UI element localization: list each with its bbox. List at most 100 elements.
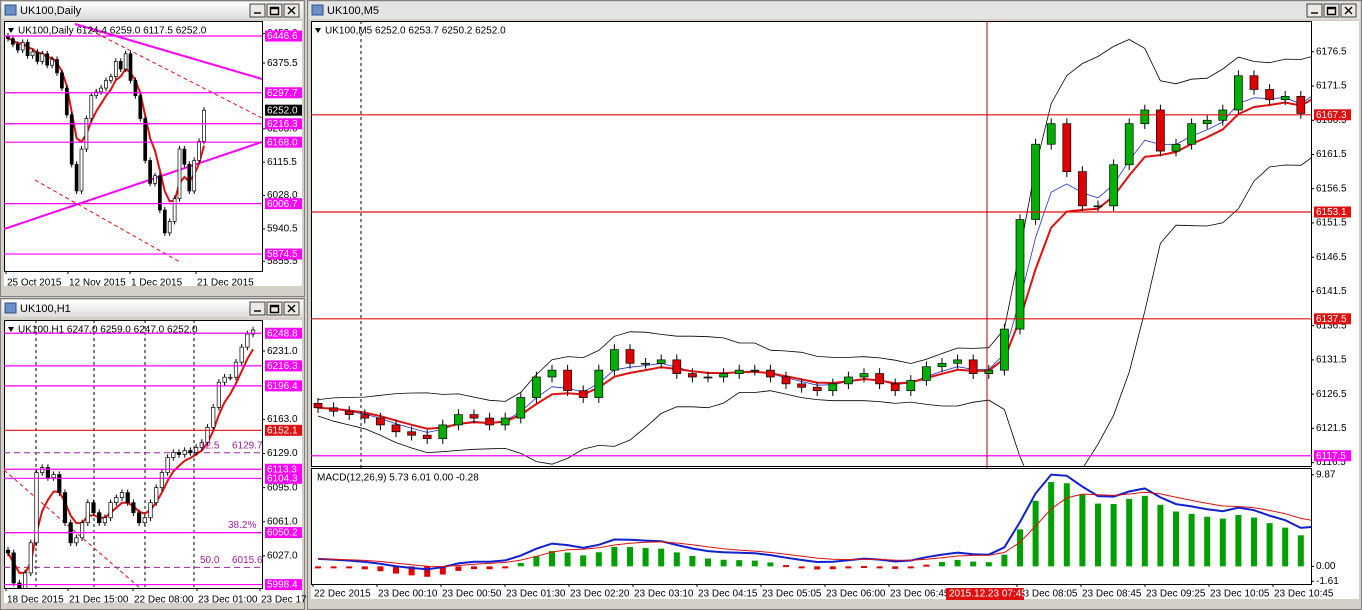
signal-line	[317, 491, 1311, 568]
candle	[123, 53, 128, 70]
y-tick-label: 6126.5	[1316, 389, 1347, 400]
candle	[159, 472, 164, 488]
macd-histogram	[1219, 518, 1226, 567]
y-tick-label: 6131.5	[1316, 355, 1347, 366]
level-tag	[265, 30, 302, 42]
candle	[625, 349, 635, 364]
y-tick-label: 5940.5	[267, 224, 298, 235]
level-label: 6196.4	[267, 381, 298, 392]
channel-line	[89, 29, 262, 119]
macd-histogram	[1017, 529, 1023, 567]
window-title: UK100,M5	[327, 5, 379, 17]
level-label: 6297.7	[267, 88, 298, 99]
candle	[641, 362, 650, 365]
close-glyph	[1344, 6, 1353, 15]
macd-histogram	[315, 566, 321, 569]
candle	[1296, 95, 1306, 114]
x-tick-label: 23 Dec 03:10	[634, 589, 694, 600]
level-label: 6104.3	[267, 473, 298, 484]
maximize-glyph	[269, 6, 280, 16]
candle	[51, 474, 56, 478]
level-tag	[265, 360, 302, 372]
window-title: UK100,H1	[20, 303, 71, 315]
macd-histogram	[1079, 494, 1086, 567]
candle	[119, 492, 125, 499]
candle	[828, 383, 838, 392]
candle	[199, 442, 204, 448]
candle	[28, 542, 33, 574]
maximize-glyph	[269, 304, 280, 314]
level-label: 6050.2	[267, 528, 298, 539]
candle	[23, 572, 28, 588]
candle	[194, 447, 199, 453]
candle	[188, 450, 193, 453]
level-tag	[1314, 313, 1351, 325]
x-tick-label: 23 Dec 08:05	[1018, 589, 1078, 600]
candle	[937, 362, 947, 368]
y-tick-label: 6151.5	[1316, 218, 1347, 229]
candle	[344, 410, 354, 416]
macd-histogram	[673, 552, 680, 567]
x-tick-label: 23 Dec 17	[261, 595, 307, 606]
chart-window: UK100,M5 6176.5 6171.5 6166.5 6161.5 6156.5 61…	[307, 0, 1362, 610]
x-tick-label: 1 Dec 2015	[131, 278, 183, 289]
fib-price: 6015.6	[232, 555, 263, 566]
candle	[131, 502, 136, 514]
candle	[610, 349, 619, 371]
chart-info: UK100,H1 6247.0 6259.0 6247.0 6252.0	[18, 325, 198, 336]
level-tag	[265, 527, 302, 539]
y-tick-label: 6166.5	[1316, 115, 1347, 126]
y-tick-label: 6116.5	[1316, 457, 1346, 468]
close-glyph	[287, 304, 296, 313]
candle	[766, 369, 775, 378]
level-label: 6216.3	[267, 361, 298, 372]
candle	[74, 163, 79, 192]
moving-average	[7, 348, 254, 574]
minimize-button[interactable]	[249, 3, 266, 18]
candle	[187, 163, 192, 192]
window-icon	[311, 4, 324, 16]
y-tick-label: 5855.5	[267, 256, 298, 267]
candle	[329, 407, 338, 412]
candle	[719, 373, 728, 378]
macd-histogram	[627, 547, 633, 567]
candle	[35, 51, 40, 62]
macd-histogram	[783, 565, 789, 568]
candle	[734, 369, 744, 374]
level-label: 5998.4	[267, 580, 298, 591]
y-tick-label: 6156.5	[1316, 183, 1347, 194]
y-tick-label: 6375.5	[267, 58, 298, 69]
y-tick-label: 6231.0	[267, 346, 298, 357]
macd-histogram	[471, 566, 477, 570]
candle	[578, 390, 588, 398]
title-bar	[309, 2, 1360, 19]
macd-histogram	[1095, 503, 1101, 567]
x-tick-label: 25 Oct 2015	[7, 278, 62, 289]
macd-histogram	[439, 566, 446, 575]
candle	[251, 329, 256, 335]
macd-histogram	[1297, 535, 1304, 567]
candle	[906, 380, 916, 392]
macd-histogram	[751, 560, 758, 567]
macd-histogram	[564, 552, 571, 567]
minimize-button[interactable]	[1306, 3, 1323, 18]
y-tick-label: 6161.5	[1316, 149, 1347, 160]
candle	[158, 175, 162, 211]
level-label: 6152.1	[267, 425, 298, 436]
candle	[177, 148, 182, 199]
candle	[1280, 95, 1290, 101]
candle	[532, 376, 541, 398]
macd-histogram	[393, 566, 399, 574]
level-tag	[265, 136, 302, 148]
maximize-glyph	[1326, 6, 1337, 16]
fib-level: 50.0	[200, 555, 220, 566]
window-icon	[4, 302, 17, 314]
chart-info: UK100,Daily 6124.4 6259.0 6117.5 6252.0	[18, 26, 207, 37]
candle	[62, 492, 68, 524]
macd-histogram	[1282, 527, 1289, 567]
minimize-button[interactable]	[249, 301, 266, 316]
level-tag	[265, 472, 302, 484]
candle	[114, 497, 119, 504]
candle	[40, 53, 45, 62]
info-arrow	[315, 28, 321, 33]
